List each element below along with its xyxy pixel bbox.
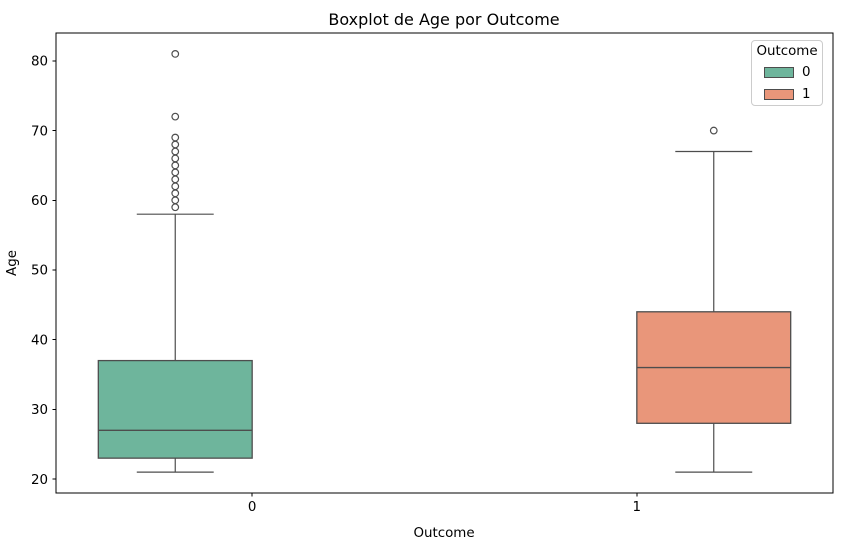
box-outcome-0	[97, 359, 253, 459]
y-tick-label: 20	[31, 473, 48, 488]
outlier-point-outcome-0	[171, 203, 180, 212]
outlier-point-outcome-0	[171, 147, 180, 156]
y-tick-label: 30	[31, 403, 48, 418]
legend-item-label: 1	[802, 86, 811, 102]
outlier-point-outcome-1	[709, 126, 718, 135]
outlier-point-outcome-0	[171, 50, 180, 58]
chart-title: Boxplot de Age por Outcome	[328, 10, 559, 29]
y-tick-label: 60	[31, 194, 48, 209]
x-axis-label: Outcome	[413, 526, 474, 541]
outlier-point-outcome-0	[171, 189, 180, 198]
legend-title: Outcome	[756, 44, 818, 59]
legend-item-1: 1	[752, 83, 822, 105]
y-tick-label: 40	[31, 333, 48, 348]
y-axis-label: Age	[5, 250, 20, 276]
legend-swatch-1	[764, 88, 794, 100]
outlier-point-outcome-0	[171, 140, 180, 149]
axes-frame	[55, 32, 834, 494]
outlier-point-outcome-0	[171, 182, 180, 191]
legend-swatch-0	[764, 66, 794, 78]
y-tick-label: 80	[31, 55, 48, 70]
x-tick-label: 1	[633, 500, 642, 515]
legend: Outcome 0 1	[751, 40, 823, 106]
outlier-point-outcome-0	[171, 175, 180, 184]
outlier-point-outcome-0	[171, 133, 180, 142]
legend-item-0: 0	[752, 61, 822, 83]
outlier-point-outcome-0	[171, 112, 180, 121]
outlier-point-outcome-0	[171, 161, 180, 170]
y-tick-label: 70	[31, 124, 48, 139]
outlier-point-outcome-0	[171, 154, 180, 163]
plot-layer: 20 30 40 50 60 70 80 0 1	[31, 32, 834, 515]
outlier-point-outcome-0	[171, 196, 180, 205]
legend-item-label: 0	[802, 64, 811, 80]
y-tick-label: 50	[31, 264, 48, 279]
outlier-point-outcome-0	[171, 168, 180, 177]
x-tick-label: 0	[248, 500, 257, 515]
